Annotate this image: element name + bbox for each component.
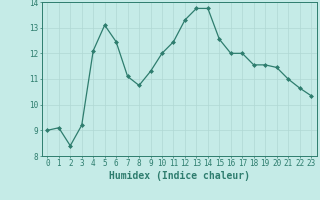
X-axis label: Humidex (Indice chaleur): Humidex (Indice chaleur) [109, 171, 250, 181]
